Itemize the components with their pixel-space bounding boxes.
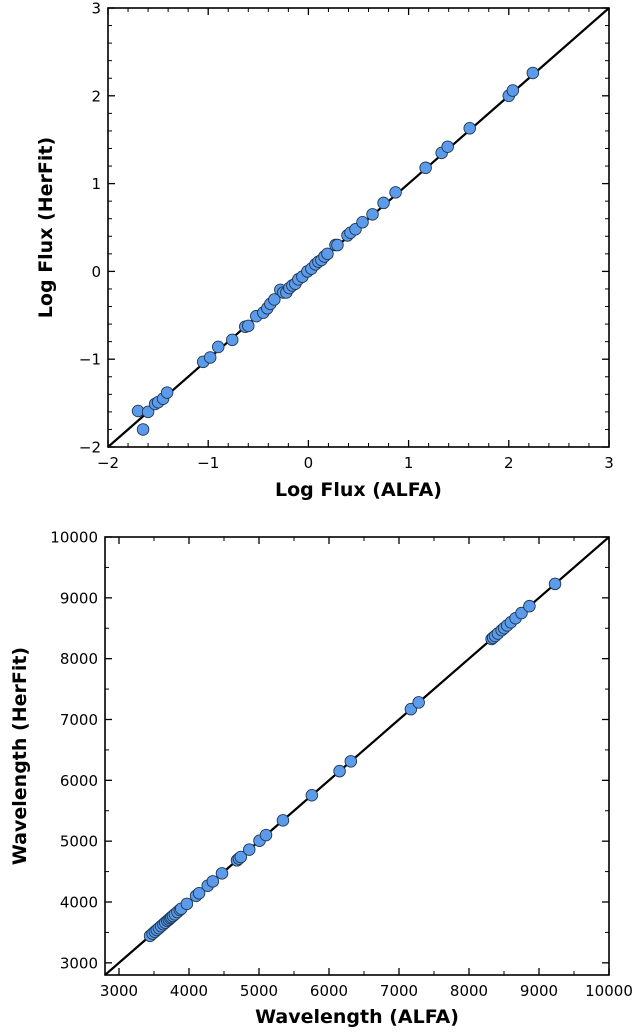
data-point	[331, 238, 344, 252]
data-point	[515, 606, 528, 620]
y-tick-label: 3	[91, 0, 101, 18]
x-tick-label: 10000	[585, 982, 633, 1000]
y-tick-label: 10000	[50, 529, 98, 547]
data-point	[180, 897, 194, 911]
data-point	[225, 333, 239, 347]
x-tick-label: 9000	[520, 982, 558, 1000]
data-point	[141, 405, 155, 419]
data-point	[160, 386, 174, 399]
data-point	[276, 814, 290, 827]
x-tick-label: 0	[304, 454, 314, 472]
x-tick-label: 5000	[240, 982, 278, 1000]
data-point	[136, 423, 150, 436]
data-point	[344, 755, 358, 768]
y-axis-label: Log Flux (HerFit)	[35, 137, 57, 318]
data-point	[526, 66, 540, 80]
log-flux-chart: −2 −1 0 1 2 3 −2 −1 0 1 2 3 Log Flux (ALFA) Log Flux …	[35, 0, 614, 501]
data-point	[243, 843, 256, 856]
data-point	[389, 186, 402, 199]
data-point	[305, 788, 319, 802]
data-point	[242, 319, 255, 333]
data-point	[377, 196, 390, 210]
x-tick-label: 3	[604, 454, 614, 472]
data-point	[412, 696, 425, 709]
x-tick-label: 3000	[100, 982, 138, 1000]
y-tick-label: 6000	[60, 772, 98, 790]
data-point	[441, 140, 454, 153]
data-point	[419, 161, 432, 175]
data-point	[366, 208, 379, 221]
y-tick-label: 1	[91, 175, 101, 193]
y-tick-label: −2	[79, 439, 101, 457]
data-point	[234, 850, 248, 864]
wavelength-chart: 3000 4000 5000 6000 7000 8000 9000 10000 3000 400…	[9, 529, 633, 1029]
data-point	[268, 293, 281, 306]
y-tick-label: 4000	[60, 894, 98, 912]
data-point	[548, 577, 562, 591]
y-tick-label: −1	[79, 351, 101, 369]
data-point	[215, 867, 229, 880]
y-tick-label: 2	[91, 87, 101, 105]
data-point	[463, 122, 476, 135]
y-tick-label: 7000	[60, 711, 98, 729]
data-point	[192, 886, 206, 900]
data-point	[203, 351, 217, 364]
data-point	[356, 215, 369, 229]
data-point	[206, 875, 220, 888]
plot-frame	[107, 7, 610, 448]
data-point	[211, 340, 225, 354]
x-tick-label: −1	[197, 454, 219, 472]
plot-frame	[104, 536, 610, 976]
x-axis-label: Wavelength (ALFA)	[255, 1006, 459, 1028]
data-point	[506, 84, 520, 97]
x-tick-label: 6000	[310, 982, 348, 1000]
data-point	[321, 247, 334, 261]
x-tick-label: −2	[97, 454, 119, 472]
x-tick-label: 8000	[450, 982, 488, 1000]
x-axis-label: Log Flux (ALFA)	[275, 479, 442, 501]
data-point	[523, 599, 536, 613]
y-tick-label: 3000	[60, 954, 98, 972]
y-axis-label: Wavelength (HerFit)	[9, 647, 31, 865]
y-tick-label: 5000	[60, 833, 98, 851]
y-tick-label: 8000	[60, 650, 98, 668]
y-tick-label: 0	[91, 263, 101, 281]
x-tick-label: 1	[404, 454, 414, 472]
x-tick-label: 2	[504, 454, 514, 472]
data-point	[259, 828, 273, 842]
x-tick-label: 7000	[380, 982, 418, 1000]
data-point	[333, 764, 346, 778]
x-tick-label: 4000	[170, 982, 208, 1000]
y-tick-label: 9000	[60, 589, 98, 607]
